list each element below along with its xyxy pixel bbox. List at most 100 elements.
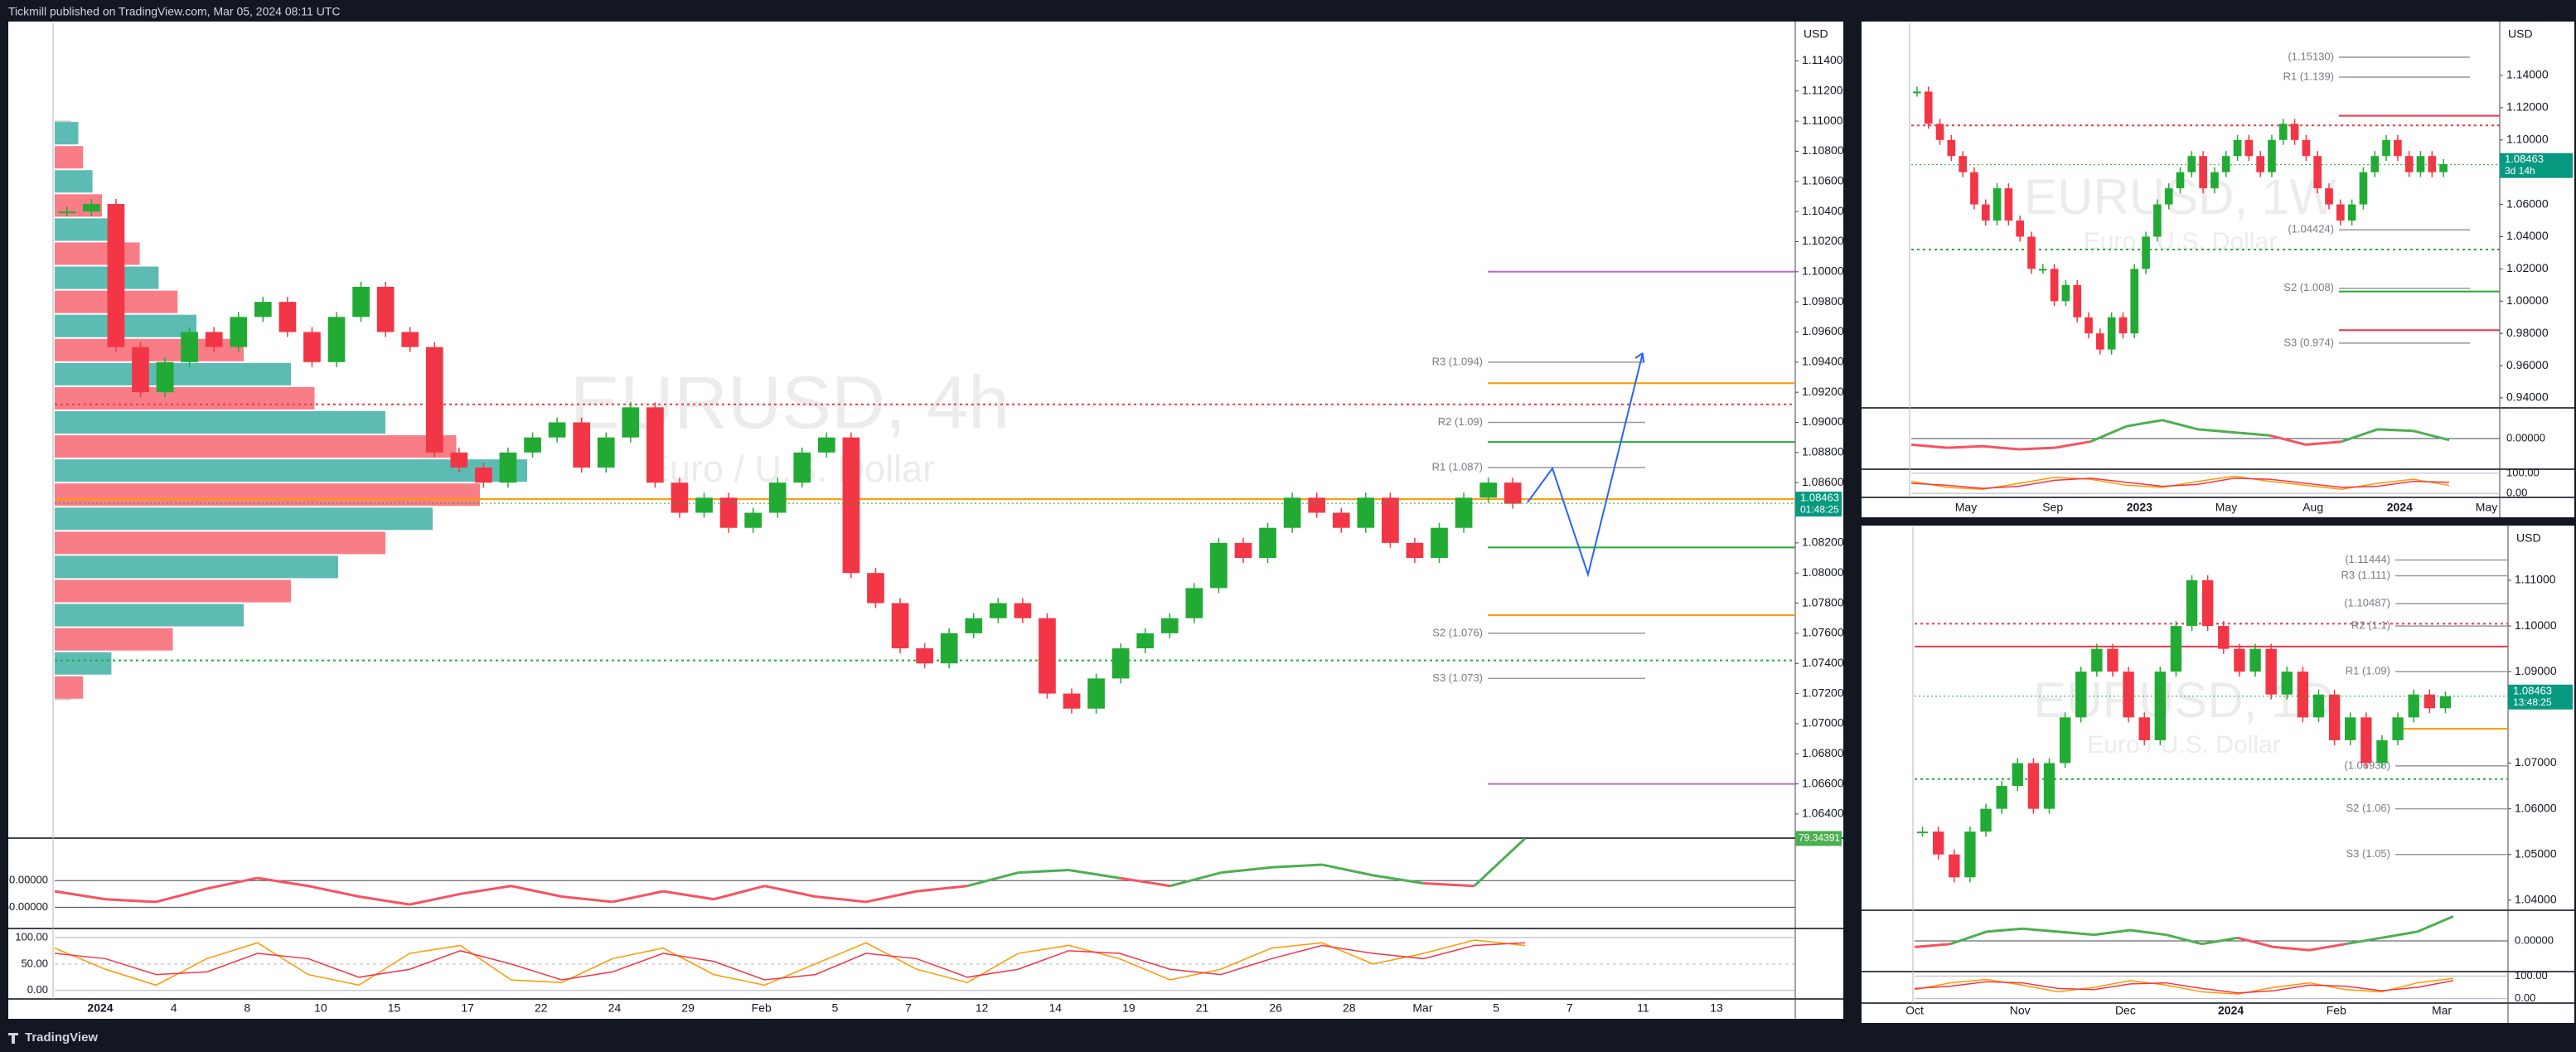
- watermark-description: Euro / U.S. Dollar: [2084, 228, 2277, 255]
- x-tick-label: Feb: [752, 1001, 772, 1015]
- candle: [695, 497, 713, 513]
- candle: [327, 317, 346, 362]
- pivot-label: R1 (1.09): [2346, 665, 2390, 677]
- y-tick-label: 1.06000: [2506, 196, 2549, 210]
- candle: [1993, 188, 2002, 221]
- candle: [1136, 633, 1155, 649]
- pivot-label: S2 (1.008): [2283, 281, 2334, 293]
- candle: [2059, 717, 2071, 764]
- brand[interactable]: TradingView: [25, 1030, 98, 1045]
- candle: [2218, 626, 2230, 649]
- candle: [156, 361, 174, 393]
- oscillator-segment: [1220, 865, 1272, 875]
- candle: [1185, 588, 1203, 618]
- x-tick-label: 17: [461, 1001, 474, 1015]
- projection-path: [1527, 352, 1644, 578]
- candle: [2012, 763, 2023, 787]
- pivot-label: R2 (1.09): [1438, 415, 1483, 428]
- candle: [1308, 497, 1326, 513]
- candle: [2043, 763, 2055, 809]
- candle: [2027, 236, 2036, 269]
- x-tick-label: Mar: [2432, 1004, 2452, 1017]
- candle: [2313, 156, 2322, 189]
- x-tick-label: 2024: [2218, 1004, 2244, 1017]
- candle: [2244, 139, 2254, 157]
- oscillator-segment: [1949, 930, 1988, 946]
- candle: [230, 317, 248, 347]
- y-tick-label: 1.07800: [1802, 595, 1844, 608]
- oscillator-segment: [1986, 927, 2023, 933]
- oscillator-segment: [865, 890, 918, 904]
- y-tick-label: 1.04000: [2506, 229, 2549, 242]
- currency: USD: [1804, 27, 1828, 41]
- x-tick-label: Oct: [1905, 1004, 1924, 1017]
- oscillator-segment: [105, 898, 157, 904]
- indicator-tick-label: 0.00: [27, 983, 48, 996]
- candle: [2361, 717, 2372, 764]
- pivot-label: S3 (1.05): [2346, 847, 2390, 860]
- candle: [2345, 717, 2356, 740]
- y-tick-label: 1.09400: [1802, 355, 1844, 368]
- candle: [2328, 694, 2341, 740]
- candle: [2130, 269, 2139, 334]
- projection-arrow: [1634, 352, 1644, 363]
- candle: [1455, 497, 1473, 528]
- candle: [2382, 139, 2390, 157]
- candle: [965, 618, 983, 633]
- candle: [2416, 156, 2425, 172]
- oscillator-segment: [1914, 943, 1951, 948]
- oscillator-segment: [2198, 428, 2235, 434]
- candle: [2050, 269, 2059, 302]
- oscillator-segment: [2269, 434, 2307, 446]
- candle: [1916, 831, 1929, 834]
- candle: [2290, 124, 2299, 140]
- volume-profile-bar: [55, 146, 84, 169]
- x-tick-label: 12: [976, 1001, 989, 1015]
- oscillator-segment: [2129, 928, 2167, 937]
- oscillator-segment: [2273, 945, 2310, 952]
- indicator-tick-label: 0.00000: [2515, 933, 2554, 946]
- volume-profile-bar: [55, 555, 338, 579]
- candle: [1935, 124, 1944, 140]
- candle: [2073, 284, 2082, 318]
- candle: [2138, 717, 2150, 740]
- candle: [2164, 188, 2173, 205]
- watermark-description: Euro / U.S. Dollar: [645, 448, 935, 490]
- candle: [2281, 671, 2293, 695]
- y-tick-label: 0.98000: [2506, 326, 2549, 339]
- oscillator-segment: [2094, 928, 2131, 937]
- candle: [867, 573, 884, 604]
- candle: [1234, 542, 1252, 559]
- oscillator-segment: [1910, 443, 1948, 449]
- countdown: 13:48:25: [2513, 696, 2552, 708]
- candle: [916, 648, 933, 664]
- y-tick-label: 1.10000: [2506, 132, 2549, 145]
- candle: [671, 482, 689, 513]
- indicator-tick-label: 0.00000: [2506, 431, 2545, 444]
- candle: [1283, 497, 1301, 528]
- candle: [524, 437, 541, 453]
- candle: [2170, 626, 2182, 672]
- candle: [2336, 204, 2345, 221]
- x-tick-label: 2024: [2387, 501, 2413, 514]
- candle: [1063, 693, 1081, 709]
- candle: [818, 437, 835, 453]
- candle: [1357, 497, 1375, 528]
- indicator-tick-label: 0.00: [2515, 991, 2535, 1004]
- candle: [1087, 678, 1105, 709]
- candle: [401, 332, 419, 347]
- y-tick-label: 1.06800: [1802, 746, 1844, 759]
- y-tick-label: 1.11000: [1802, 114, 1843, 127]
- x-tick-label: 15: [388, 1001, 401, 1015]
- x-tick-label: Aug: [2302, 501, 2323, 514]
- pivot-label: S2 (1.076): [1432, 626, 1483, 638]
- candle: [425, 347, 443, 453]
- y-tick-label: 1.07000: [2515, 755, 2557, 768]
- indicator-tick-label: 0.00: [2506, 487, 2527, 499]
- volume-profile-bar: [55, 242, 140, 265]
- candle: [2392, 717, 2404, 740]
- volume-profile-bar: [55, 652, 112, 675]
- oscillator-segment: [612, 890, 664, 904]
